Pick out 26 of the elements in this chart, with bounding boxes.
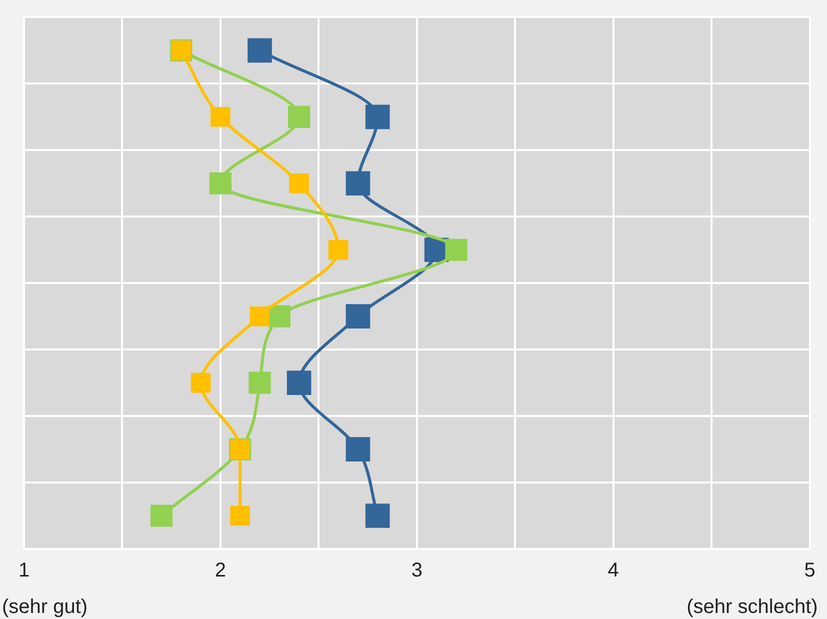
point <box>289 173 309 194</box>
point <box>248 372 271 394</box>
point <box>445 238 468 261</box>
point <box>230 506 250 526</box>
point <box>190 372 211 393</box>
point <box>288 106 310 128</box>
x-tick-label: 3 <box>411 560 422 582</box>
point <box>268 305 290 328</box>
point <box>286 370 312 395</box>
point <box>328 240 348 260</box>
x-tick-label: 4 <box>608 560 619 582</box>
point <box>209 172 232 194</box>
point <box>150 504 173 527</box>
point <box>346 171 370 196</box>
x-tick-label: 1 <box>18 560 30 582</box>
x-tick-label: 5 <box>804 560 816 582</box>
point <box>346 437 370 462</box>
text: (sehr schlecht) <box>686 596 818 618</box>
point <box>248 38 272 63</box>
point <box>365 104 390 130</box>
text: (sehr gut) <box>2 596 88 618</box>
point <box>210 107 230 127</box>
point <box>365 504 390 528</box>
point <box>346 304 370 328</box>
x-tick-label: 2 <box>214 560 226 582</box>
point <box>250 306 270 326</box>
